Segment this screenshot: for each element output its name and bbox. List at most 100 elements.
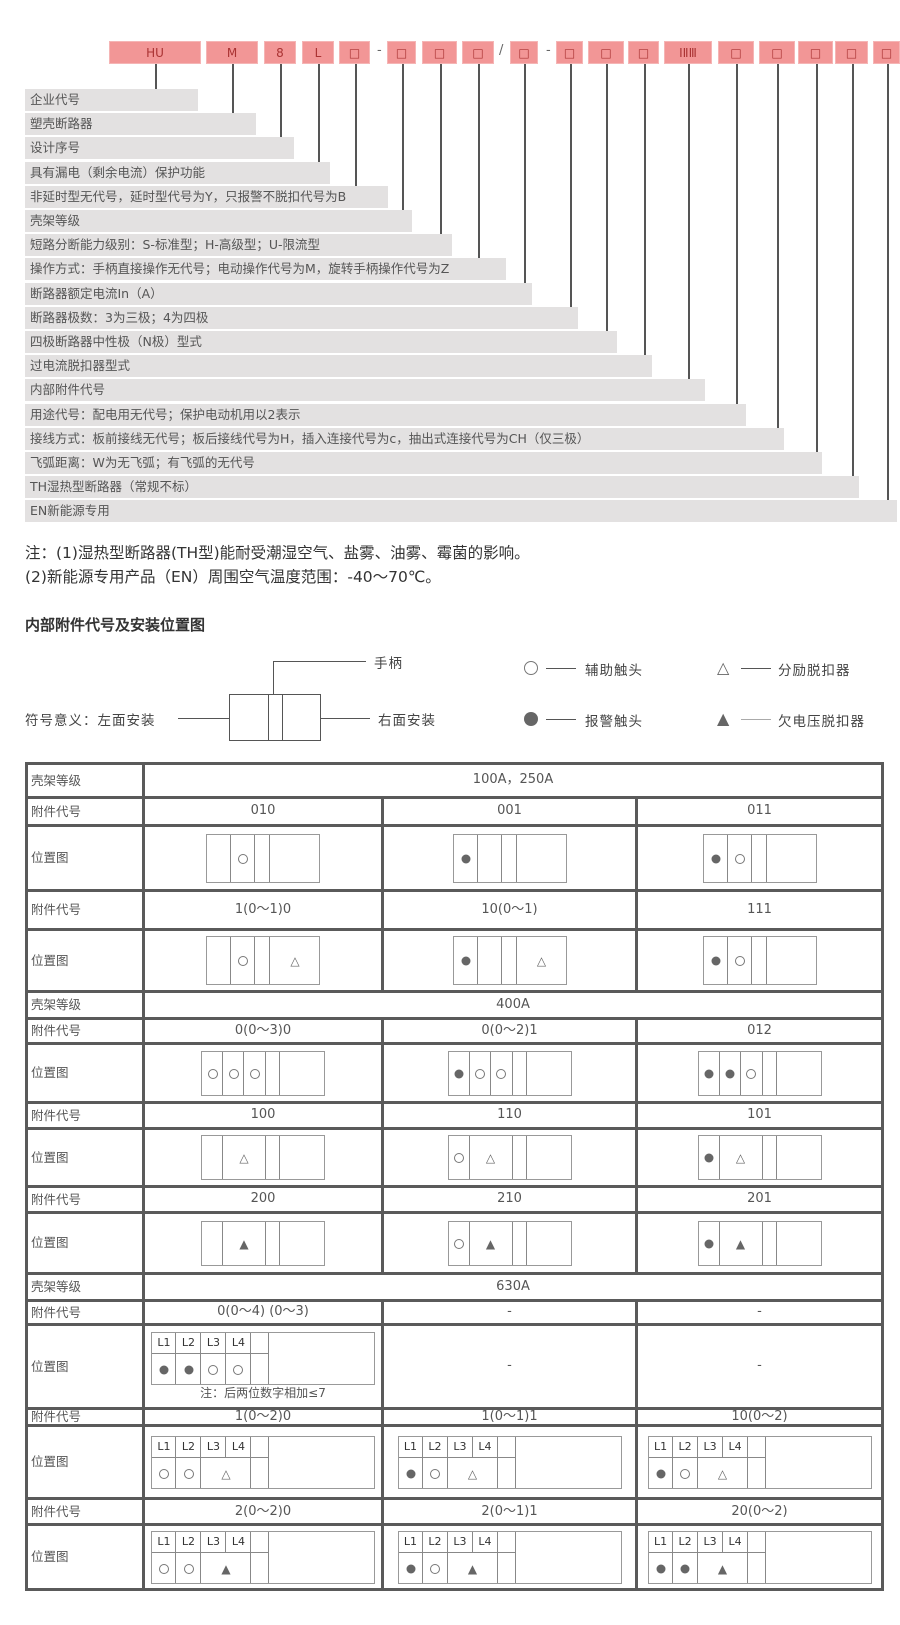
code-row: 操作方式：手柄直接操作无代号；电动操作代号为M，旋转手柄操作代号为Z [25,258,506,281]
diagram-section [152,1333,176,1385]
shunt-icon: △ [221,1466,231,1481]
accessory-code: 101 [634,1101,885,1130]
diagram-section [698,1436,723,1457]
position-diagram: △ [206,936,320,985]
code-box: 8 [264,41,296,64]
code-row: 附件代号 1(0～1)0 10(0～1) 111 [25,889,885,931]
aux-icon [207,1068,218,1079]
connector-line [280,64,282,138]
diagram-section [202,1051,223,1095]
accessory-table: 壳架等级 100A，250A 附件代号 010 001 011 位置图 附件代号 1(0～1)0… [25,762,885,1592]
diagram-section [728,937,752,984]
code-label: 附件代号 [25,889,145,931]
code-row: 非延时型无代号，延时型代号为Y，只报警不脱扣代号为B [25,185,388,208]
alarm-icon [725,1069,735,1078]
code-row: 断路器额定电流In（A） [25,282,532,305]
shunt-icon: △ [717,1466,728,1481]
undervoltage-icon: ▲ [735,1236,746,1251]
code-row: 壳架等级 [25,210,412,232]
empty-diagram-cell: - [634,1323,885,1410]
code-box: □ [759,41,795,64]
diagram-row: 位置图 △ △ △ [25,1127,885,1188]
diagram-row: 位置图 △ △ [25,928,885,993]
position-diagram [697,1050,822,1096]
diagram-section [699,1136,720,1179]
aux-icon [475,1068,485,1079]
connector-line [440,64,442,235]
diagram-section [763,1136,777,1179]
aux-icon [734,956,745,966]
aux-icon [159,1563,169,1574]
code-box: □ [462,41,494,64]
code-separator: / [499,43,504,58]
diagram-section [470,1051,491,1095]
connector-line [644,64,646,356]
diagram-cell: L1 L2 L3 L4 ▲ [634,1523,885,1592]
code-row: 过电流脱扣器型式 [25,355,652,378]
aux-icon [496,1068,506,1079]
diagram-cell [634,1042,885,1104]
diagram-section [513,1051,527,1095]
diagram-section [449,1051,470,1095]
accessory-code: 012 [634,1017,885,1045]
accessory-code: 201 [634,1185,885,1214]
pole-header: L2 [428,1439,442,1453]
code-row: 附件代号 0(0～4) (0～3) - - [25,1299,885,1326]
diagram-section [649,1436,673,1488]
pole-header: L3 [206,1534,221,1548]
diagram-label: 位置图 [25,1127,145,1188]
position-diagram [452,833,567,883]
accessory-code: - [634,1299,885,1326]
diagram-section [698,1436,748,1488]
undervoltage-icon: ▲ [467,1561,478,1576]
diagram-section [502,834,517,882]
code-row: 附件代号 0(0～3)0 0(0～2)1 012 [25,1017,885,1045]
diagram-section [231,834,255,882]
pole-header: L2 [428,1534,442,1548]
code-box: □ [588,41,624,64]
aux-icon [183,1563,194,1574]
diagram-cell: L1 L2 L3 L4 ▲ [142,1523,384,1592]
diagram-section [454,834,478,882]
pole-header: L1 [157,1534,171,1548]
section-title: 内部附件代号及安装位置图 [25,616,206,634]
position-diagram: L1 L2 L3 L4 △ [151,1435,375,1489]
connector-line [777,64,779,428]
shunt-icon: △ [485,1151,496,1165]
diagram-section [152,1436,176,1488]
diagram-section [152,1531,176,1583]
alarm-icon [704,1239,714,1248]
pole-header: L1 [403,1439,418,1453]
aux-icon [454,1153,464,1163]
diagram-section [478,937,502,984]
pole-header: L4 [728,1439,742,1453]
diagram-section [741,1051,763,1095]
code-box: M [206,41,258,64]
diagram-row: 位置图 ▲ ▲ ▲ [25,1211,885,1275]
diagram-section [207,937,231,984]
pole-header: L1 [157,1439,171,1453]
code-row: 断路器极数：3为三极；4为四极 [25,306,578,329]
diagram-section [201,1333,226,1385]
note-1: 注：(1)湿热型断路器(TH型)能耐受潮湿空气、盐雾、油雾、霉菌的影响。 [25,544,530,562]
accessory-code: 0(0～4) (0～3) [142,1299,384,1326]
shunt-icon: △ [467,1466,478,1481]
diagram-section [498,1531,516,1583]
aux-icon [454,1238,464,1249]
empty-diagram-cell: - [381,1323,638,1410]
alarm-icon [454,1069,464,1078]
diagram-section [720,1221,763,1265]
code-label: 附件代号 [25,1497,145,1527]
diagram-cell [142,824,384,892]
diagram-section [454,937,478,984]
aux-icon [249,1068,260,1079]
legend-alarm: 报警触头 [585,714,643,730]
diagram-section [176,1531,201,1583]
pole-header: L1 [653,1439,668,1453]
diagram-section [223,1136,266,1179]
diagram-section [176,1436,201,1488]
accessory-code: 20(0～2) [634,1497,885,1527]
code-row: 内部附件代号 [25,379,705,402]
alarm-icon [461,854,470,863]
header-divider [152,1456,269,1458]
